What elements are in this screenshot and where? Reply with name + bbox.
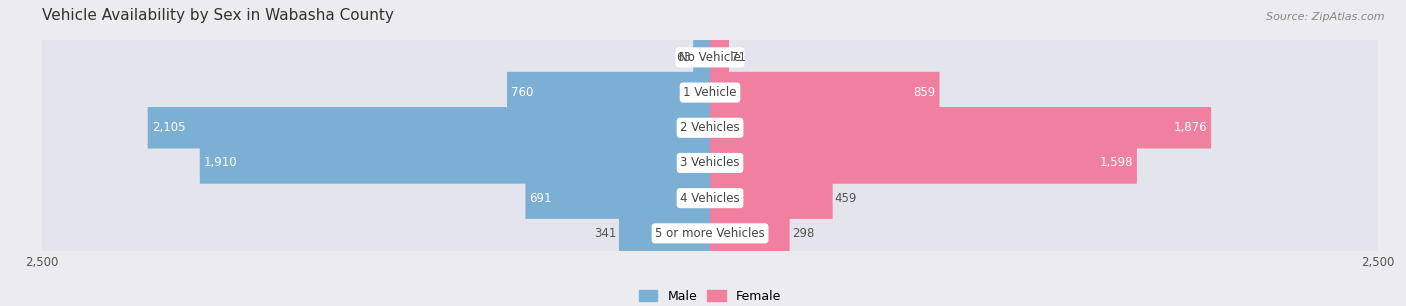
FancyBboxPatch shape: [710, 72, 939, 113]
Text: 760: 760: [510, 86, 533, 99]
FancyBboxPatch shape: [42, 141, 1378, 185]
FancyBboxPatch shape: [508, 72, 710, 113]
Text: 2,105: 2,105: [152, 121, 186, 134]
Text: 2 Vehicles: 2 Vehicles: [681, 121, 740, 134]
FancyBboxPatch shape: [42, 35, 1378, 79]
FancyBboxPatch shape: [710, 37, 728, 78]
Text: 3 Vehicles: 3 Vehicles: [681, 156, 740, 170]
FancyBboxPatch shape: [42, 71, 1378, 114]
Legend: Male, Female: Male, Female: [634, 285, 786, 306]
FancyBboxPatch shape: [42, 211, 1378, 255]
FancyBboxPatch shape: [710, 177, 832, 219]
FancyBboxPatch shape: [710, 142, 1137, 184]
FancyBboxPatch shape: [42, 176, 1378, 220]
Text: 341: 341: [595, 227, 617, 240]
FancyBboxPatch shape: [619, 213, 710, 254]
Text: 1,876: 1,876: [1174, 121, 1208, 134]
Text: 1,598: 1,598: [1099, 156, 1133, 170]
Text: Source: ZipAtlas.com: Source: ZipAtlas.com: [1267, 12, 1385, 22]
Text: 691: 691: [530, 192, 553, 205]
Text: 859: 859: [914, 86, 935, 99]
FancyBboxPatch shape: [200, 142, 710, 184]
FancyBboxPatch shape: [148, 107, 710, 148]
FancyBboxPatch shape: [710, 213, 790, 254]
FancyBboxPatch shape: [693, 37, 710, 78]
Text: No Vehicle: No Vehicle: [679, 51, 741, 64]
FancyBboxPatch shape: [42, 106, 1378, 150]
Text: 71: 71: [731, 51, 747, 64]
Text: 1,910: 1,910: [204, 156, 238, 170]
FancyBboxPatch shape: [710, 107, 1211, 148]
Text: 63: 63: [676, 51, 692, 64]
Text: 5 or more Vehicles: 5 or more Vehicles: [655, 227, 765, 240]
FancyBboxPatch shape: [526, 177, 710, 219]
Text: 298: 298: [792, 227, 814, 240]
Text: Vehicle Availability by Sex in Wabasha County: Vehicle Availability by Sex in Wabasha C…: [42, 8, 394, 23]
Text: 1 Vehicle: 1 Vehicle: [683, 86, 737, 99]
Text: 4 Vehicles: 4 Vehicles: [681, 192, 740, 205]
Text: 459: 459: [835, 192, 858, 205]
